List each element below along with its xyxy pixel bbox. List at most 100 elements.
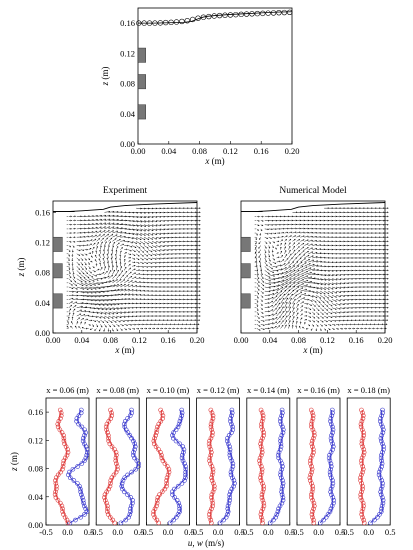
w-data-point xyxy=(310,509,315,514)
u-data-point xyxy=(327,509,333,514)
velocity-arrow xyxy=(296,287,304,292)
u-data-point xyxy=(183,464,188,469)
velocity-arrow xyxy=(112,219,119,221)
velocity-arrow xyxy=(96,303,105,306)
w-data-point xyxy=(358,424,364,430)
velocity-arrow xyxy=(120,311,126,314)
velocity-arrow xyxy=(256,324,261,327)
velocity-arrow xyxy=(324,286,330,290)
arrow-head xyxy=(314,277,316,280)
x-tick-label: 0.0 xyxy=(263,527,274,537)
arrow-head xyxy=(95,291,97,294)
velocity-arrow xyxy=(76,317,80,321)
velocity-arrow xyxy=(92,278,99,281)
arrow-head xyxy=(300,317,303,320)
velocity-arrow xyxy=(292,316,295,321)
velocity-arrow xyxy=(108,307,115,310)
w-data-point xyxy=(159,489,165,495)
velocity-arrow xyxy=(292,303,295,308)
u-data-point xyxy=(119,483,125,489)
arrow-head xyxy=(99,295,101,298)
arrow-head xyxy=(199,248,201,251)
arrow-head xyxy=(289,302,292,304)
velocity-arrow xyxy=(264,270,270,274)
velocity-arrow xyxy=(112,274,117,279)
arrow-head xyxy=(331,292,334,294)
velocity-arrow xyxy=(132,253,136,256)
velocity-arrow xyxy=(256,282,260,287)
arrow-head xyxy=(313,263,315,266)
arrow-head xyxy=(262,284,265,287)
arrow-head xyxy=(275,228,277,230)
w-data-point xyxy=(259,450,265,455)
u-data-point xyxy=(79,461,85,466)
x-tick-label: 0.12 xyxy=(223,146,238,156)
arrow-head xyxy=(387,311,389,313)
arrow-head xyxy=(199,219,201,222)
velocity-arrow xyxy=(100,230,106,234)
velocity-arrow xyxy=(332,282,338,285)
velocity-arrow xyxy=(284,315,288,321)
arrow-head xyxy=(136,229,139,232)
arrow-head xyxy=(78,259,80,261)
velocity-arrow xyxy=(312,282,319,285)
u-profile-line xyxy=(269,409,284,524)
arrow-head xyxy=(159,245,161,248)
arrow-head xyxy=(330,316,333,318)
u-data-point xyxy=(78,410,84,416)
u-data-point xyxy=(328,489,333,495)
arrow-head xyxy=(87,239,89,242)
velocity-arrow xyxy=(304,272,312,275)
velocity-arrow xyxy=(81,327,85,329)
arrow-head xyxy=(88,227,90,230)
velocity-arrow xyxy=(128,241,133,244)
arrow-head xyxy=(134,246,137,249)
arrow-head xyxy=(365,327,368,330)
arrow-head xyxy=(278,302,281,305)
arrow-head xyxy=(125,252,127,254)
arrow-head xyxy=(75,301,78,304)
velocity-arrow xyxy=(328,282,334,285)
arrow-head xyxy=(270,232,273,235)
velocity-arrow xyxy=(84,299,93,301)
arrow-head xyxy=(123,239,126,242)
w-data-point xyxy=(115,466,120,472)
arrow-head xyxy=(91,255,93,258)
velocity-arrow xyxy=(276,320,281,325)
velocity-arrow xyxy=(68,290,74,293)
arrow-head xyxy=(95,263,98,265)
velocity-arrow xyxy=(280,311,284,317)
arrow-head xyxy=(103,230,106,232)
w-data-point xyxy=(361,452,366,458)
arrow-head xyxy=(91,250,94,253)
velocity-arrow xyxy=(300,243,305,246)
w-data-point xyxy=(208,435,214,441)
arrow-head xyxy=(281,239,284,242)
arrow-head xyxy=(150,258,153,260)
velocity-arrow xyxy=(155,241,161,243)
arrow-head xyxy=(178,323,180,326)
arrow-head xyxy=(132,289,134,291)
velocity-arrow xyxy=(163,241,169,243)
arrow-head xyxy=(150,254,153,257)
w-data-point xyxy=(261,483,266,489)
arrow-head xyxy=(68,255,70,257)
velocity-arrow xyxy=(144,216,150,218)
arrow-head xyxy=(115,321,117,323)
velocity-arrow xyxy=(280,278,288,284)
velocity-arrow xyxy=(132,220,139,222)
velocity-arrow xyxy=(84,315,90,317)
arrow-head xyxy=(108,226,111,228)
velocity-arrow xyxy=(332,274,338,276)
velocity-arrow xyxy=(264,241,268,244)
velocity-arrow xyxy=(112,230,118,234)
arrow-head xyxy=(297,265,300,267)
u-data-point xyxy=(379,503,385,509)
arrow-head xyxy=(387,269,389,272)
u-data-point xyxy=(279,492,285,497)
arrow-head xyxy=(328,283,331,286)
velocity-arrow xyxy=(320,290,326,295)
velocity-arrow xyxy=(316,248,322,250)
velocity-arrow xyxy=(280,259,285,263)
arrow-head xyxy=(317,287,319,290)
